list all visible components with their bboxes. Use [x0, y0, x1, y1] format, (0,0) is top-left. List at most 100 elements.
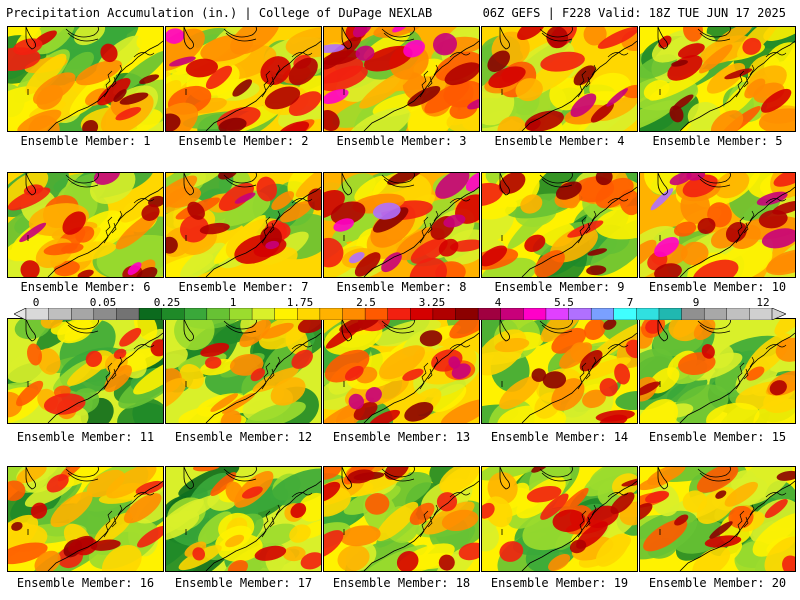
caption-prefix: Ensemble Member: — [648, 430, 772, 444]
precip-map — [7, 466, 164, 572]
precip-field — [482, 173, 637, 277]
ensemble-member-caption: Ensemble Member: 5 — [639, 134, 796, 148]
coastline — [205, 480, 321, 571]
caption-prefix: Ensemble Member: — [332, 576, 456, 590]
precip-map — [481, 318, 638, 424]
ensemble-member-caption: Ensemble Member: 16 — [7, 576, 164, 590]
colorbar-tick-label: 5.5 — [554, 296, 574, 309]
precip-map-canvas — [8, 467, 163, 571]
coastline — [47, 186, 163, 277]
great-lakes-outline — [499, 467, 573, 490]
colorbar-swatch — [274, 308, 298, 320]
precip-map-canvas — [640, 319, 795, 423]
colorbar-tick-label: 12 — [756, 296, 770, 309]
bay-outline — [577, 504, 597, 538]
coastline — [363, 186, 479, 277]
precip-map-canvas — [482, 27, 637, 131]
great-lakes-outline — [183, 467, 257, 490]
precip-field — [640, 319, 795, 423]
cape-cod-outline — [291, 198, 313, 204]
colorbar-swatch — [116, 308, 140, 320]
bay-outline — [261, 210, 281, 244]
coastline — [521, 186, 637, 277]
member-number: 17 — [297, 576, 313, 590]
caption-prefix: Ensemble Member: — [494, 280, 618, 294]
ensemble-member-caption: Ensemble Member: 13 — [323, 430, 480, 444]
colorbar-swatch — [319, 308, 343, 320]
ensemble-member-caption: Ensemble Member: 10 — [639, 280, 796, 294]
cape-cod-outline — [449, 198, 471, 204]
precip-map-canvas — [166, 27, 321, 131]
precip-field — [166, 27, 321, 131]
coastline — [363, 40, 479, 131]
precip-map-canvas — [324, 467, 479, 571]
precip-map-canvas — [482, 173, 637, 277]
run-valid-time: 06Z GEFS | F228 Valid: 18Z TUE JUN 17 20… — [482, 6, 786, 20]
colorbar-swatch — [432, 308, 457, 320]
member-number: 2 — [301, 134, 309, 148]
colorbar-swatch — [410, 308, 434, 320]
precip-map — [323, 466, 480, 572]
colorbar-tick-label: 9 — [692, 296, 700, 309]
coastline — [521, 480, 637, 571]
colorbar-tick-label: 2.5 — [356, 296, 376, 309]
coastline — [205, 40, 321, 131]
colorbar-tick-label: 0.25 — [153, 296, 181, 309]
precip-map-canvas — [640, 27, 795, 131]
ensemble-member-caption: Ensemble Member: 1 — [7, 134, 164, 148]
cape-cod-outline — [765, 52, 787, 58]
colorbar-tick-label: 4 — [494, 296, 502, 309]
precip-map — [639, 466, 796, 572]
bay-outline — [735, 356, 755, 390]
colorbar-swatch — [658, 308, 683, 320]
precip-map — [323, 318, 480, 424]
precip-field — [8, 173, 163, 277]
member-number: 4 — [617, 134, 625, 148]
great-lakes-outline — [499, 173, 573, 196]
colorbar-swatch — [477, 308, 502, 320]
colorbar-right-arrow — [771, 308, 786, 320]
member-number: 6 — [143, 280, 151, 294]
bay-outline — [419, 356, 439, 390]
ensemble-member-caption: Ensemble Member: 8 — [323, 280, 480, 294]
colorbar-swatch — [161, 308, 185, 320]
coastline — [47, 480, 163, 571]
colorbar-swatch — [590, 308, 615, 320]
colorbar-swatch — [749, 308, 773, 320]
bay-outline — [419, 504, 439, 538]
colorbar-swatch — [545, 308, 570, 320]
precip-map — [165, 172, 322, 278]
cape-cod-outline — [449, 492, 471, 498]
precip-map-canvas — [640, 467, 795, 571]
great-lakes-outline — [341, 173, 415, 196]
precip-map — [323, 172, 480, 278]
colorbar-swatch — [138, 308, 163, 320]
bay-outline — [577, 64, 597, 98]
bay-outline — [103, 356, 123, 390]
precip-map — [7, 318, 164, 424]
coastline — [521, 332, 637, 423]
ensemble-member-caption: Ensemble Member: 17 — [165, 576, 322, 590]
bay-outline — [261, 356, 281, 390]
coastline — [363, 332, 479, 423]
precip-map — [7, 172, 164, 278]
cape-cod-outline — [765, 344, 787, 350]
caption-prefix: Ensemble Member: — [652, 134, 776, 148]
member-number: 8 — [459, 280, 467, 294]
caption-prefix: Ensemble Member: — [16, 576, 140, 590]
colorbar-tick-label: 0 — [32, 296, 40, 309]
precip-map-canvas — [8, 27, 163, 131]
member-number: 11 — [139, 430, 155, 444]
precip-map-canvas — [8, 173, 163, 277]
colorbar-swatch — [523, 308, 547, 320]
member-number: 5 — [775, 134, 783, 148]
coastline — [363, 480, 479, 571]
precipitation-colorbar — [14, 308, 786, 320]
caption-prefix: Ensemble Member: — [178, 134, 302, 148]
colorbar-swatch — [48, 308, 72, 320]
caption-prefix: Ensemble Member: — [490, 430, 614, 444]
ensemble-member-caption: Ensemble Member: 12 — [165, 430, 322, 444]
caption-prefix: Ensemble Member: — [648, 280, 772, 294]
member-number: 16 — [139, 576, 155, 590]
precip-map — [7, 26, 164, 132]
